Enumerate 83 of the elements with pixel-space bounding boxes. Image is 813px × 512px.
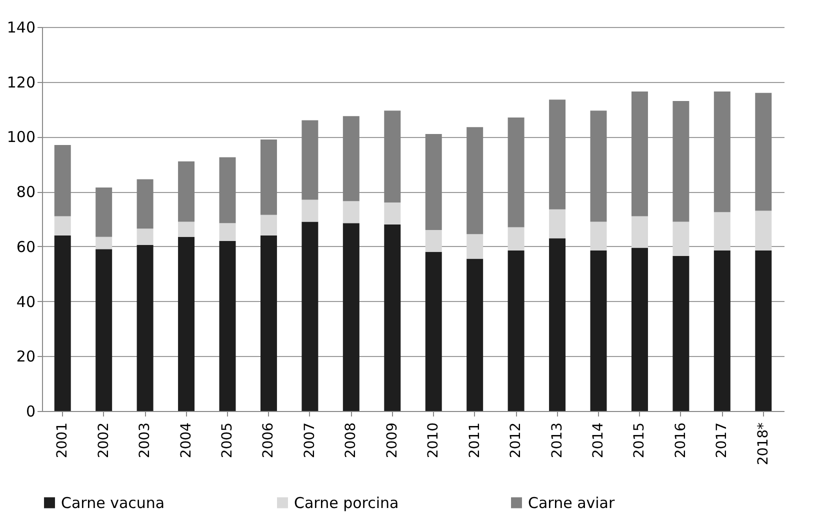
bar xyxy=(425,134,442,230)
bar xyxy=(672,101,690,222)
bar xyxy=(178,222,195,237)
bar xyxy=(96,249,112,411)
bar xyxy=(508,227,524,251)
bar xyxy=(178,236,195,411)
bar xyxy=(96,236,112,250)
bar xyxy=(549,100,566,210)
bar xyxy=(549,238,566,411)
bar xyxy=(219,240,236,411)
y-tick-label: 60 xyxy=(16,238,36,256)
bar xyxy=(508,250,524,411)
y-tick-label: 80 xyxy=(16,183,36,202)
bar xyxy=(631,91,648,216)
bar xyxy=(755,250,772,411)
x-tick-label: 2007 xyxy=(302,422,318,458)
x-tick-label: 2003 xyxy=(137,422,154,458)
bar xyxy=(219,223,236,241)
bar xyxy=(755,210,772,251)
y-tick-label: 120 xyxy=(6,73,36,92)
x-tick-label: 2015 xyxy=(632,422,648,458)
x-tick-label: 2017 xyxy=(714,422,730,458)
bar xyxy=(508,118,524,228)
x-tick-label: 2012 xyxy=(508,422,524,458)
bar xyxy=(714,250,730,411)
bar xyxy=(590,250,607,411)
bar xyxy=(384,224,401,411)
x-tick-label: 2008 xyxy=(343,422,360,458)
bar xyxy=(342,116,360,202)
bar xyxy=(672,256,690,411)
y-tick-label: 0 xyxy=(26,402,36,420)
bar xyxy=(714,212,730,251)
x-tick-label: 2014 xyxy=(590,422,606,458)
bar xyxy=(549,209,566,238)
x-tick-label: 2013 xyxy=(549,422,566,458)
bar xyxy=(219,157,236,224)
y-tick-label: 20 xyxy=(16,348,36,366)
bar xyxy=(631,248,648,411)
bar xyxy=(714,91,730,212)
bar xyxy=(425,230,442,252)
bar xyxy=(590,110,607,222)
y-tick-label: 40 xyxy=(16,292,36,311)
x-tick-label: 2011 xyxy=(466,422,483,458)
x-tick-label: 2005 xyxy=(220,422,236,458)
bar xyxy=(425,252,442,411)
bar xyxy=(672,222,690,256)
x-tick-label: 2002 xyxy=(96,422,112,458)
bar xyxy=(136,245,154,411)
bar xyxy=(136,179,154,229)
bar xyxy=(384,110,401,203)
bar xyxy=(466,258,484,411)
x-tick-label: 2001 xyxy=(54,422,71,458)
bar xyxy=(54,144,71,216)
bar xyxy=(302,120,318,200)
x-tick-label: 2010 xyxy=(426,422,442,458)
bar xyxy=(466,127,484,234)
x-tick-label: 2016 xyxy=(672,422,689,458)
bar xyxy=(755,92,772,211)
bar xyxy=(260,235,277,411)
x-tick-label: 2004 xyxy=(178,422,194,458)
bar xyxy=(96,187,112,237)
x-tick-label: 2009 xyxy=(384,422,400,458)
bar xyxy=(342,223,360,411)
bar xyxy=(54,235,71,411)
y-tick-label: 140 xyxy=(6,18,36,36)
bar xyxy=(342,201,360,224)
legend-label: Carne porcina xyxy=(294,494,399,512)
bar xyxy=(384,202,401,224)
x-tick-label: 2006 xyxy=(260,422,277,458)
bar xyxy=(178,161,195,222)
legend-label: Carne aviar xyxy=(528,494,616,512)
bar xyxy=(466,234,484,259)
bar xyxy=(260,139,277,215)
bar xyxy=(136,228,154,246)
legend-label: Carne vacuna xyxy=(61,494,165,512)
y-tick-label: 100 xyxy=(6,128,36,146)
bar xyxy=(302,200,318,222)
bar xyxy=(260,214,277,236)
x-tick-label: 2018* xyxy=(755,422,772,466)
bar xyxy=(54,216,71,236)
bar xyxy=(590,222,607,251)
bar xyxy=(631,216,648,248)
bar xyxy=(302,222,318,411)
